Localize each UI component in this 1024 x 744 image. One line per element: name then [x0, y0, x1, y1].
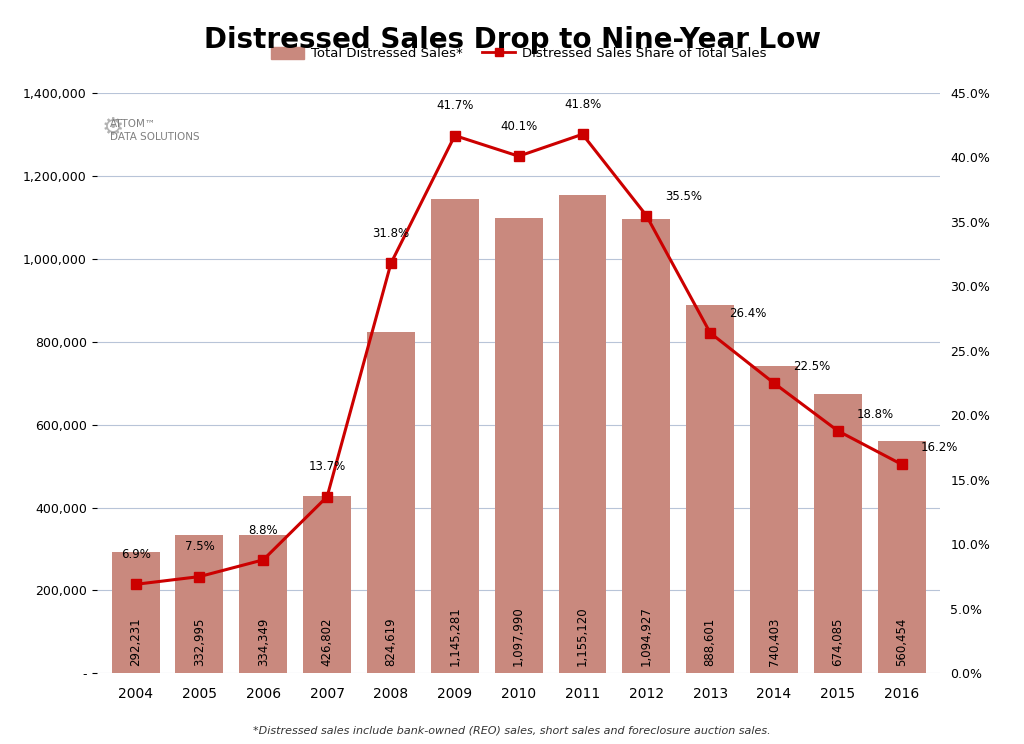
Text: 26.4%: 26.4%	[729, 307, 767, 320]
Bar	[495, 218, 543, 673]
Text: 1,094,927: 1,094,927	[640, 606, 653, 666]
Text: 824,619: 824,619	[384, 618, 397, 666]
Bar	[751, 366, 798, 673]
Text: 1,145,281: 1,145,281	[449, 606, 461, 666]
Bar	[814, 394, 862, 673]
Bar	[878, 441, 926, 673]
Text: 740,403: 740,403	[768, 618, 780, 666]
Text: 18.8%: 18.8%	[857, 408, 894, 420]
Text: 334,349: 334,349	[257, 618, 269, 666]
Text: *Distressed sales include bank-owned (REO) sales, short sales and foreclosure au: *Distressed sales include bank-owned (RE…	[253, 725, 771, 735]
Text: 16.2%: 16.2%	[921, 441, 958, 454]
Text: 6.9%: 6.9%	[121, 548, 151, 561]
Bar	[686, 305, 734, 673]
Text: Distressed Sales Drop to Nine-Year Low: Distressed Sales Drop to Nine-Year Low	[204, 26, 820, 54]
Text: ATTOM™
DATA SOLUTIONS: ATTOM™ DATA SOLUTIONS	[110, 119, 200, 142]
Bar	[112, 552, 160, 673]
Bar	[240, 535, 287, 673]
Text: 41.7%: 41.7%	[436, 100, 473, 112]
Legend: Total Distressed Sales*, Distressed Sales Share of Total Sales: Total Distressed Sales*, Distressed Sale…	[266, 42, 771, 65]
Text: 22.5%: 22.5%	[794, 360, 830, 373]
Bar	[431, 199, 479, 673]
Text: 41.8%: 41.8%	[564, 98, 601, 111]
Text: 7.5%: 7.5%	[184, 540, 214, 554]
Text: 888,601: 888,601	[703, 618, 717, 666]
Text: 35.5%: 35.5%	[666, 190, 702, 202]
Text: 1,155,120: 1,155,120	[577, 606, 589, 666]
Text: 13.7%: 13.7%	[308, 461, 346, 473]
Text: 292,231: 292,231	[129, 618, 142, 666]
Text: 1,097,990: 1,097,990	[512, 606, 525, 666]
Bar	[367, 332, 415, 673]
Bar	[558, 194, 606, 673]
Text: 674,085: 674,085	[831, 618, 845, 666]
Text: 332,995: 332,995	[193, 618, 206, 666]
Bar	[623, 219, 671, 673]
Text: 560,454: 560,454	[895, 618, 908, 666]
Text: 31.8%: 31.8%	[373, 227, 410, 240]
Text: 426,802: 426,802	[321, 618, 334, 666]
Text: 8.8%: 8.8%	[249, 524, 279, 536]
Text: 40.1%: 40.1%	[500, 120, 538, 133]
Text: ⚙: ⚙	[101, 116, 124, 140]
Bar	[303, 496, 351, 673]
Bar	[175, 535, 223, 673]
